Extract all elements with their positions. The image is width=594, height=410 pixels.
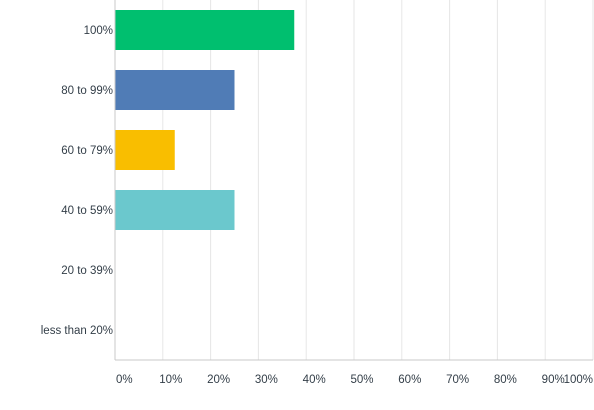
x-tick-label: 30% [255, 374, 278, 386]
x-tick-label: 0% [116, 374, 133, 386]
category-label: less than 20% [41, 325, 113, 337]
category-label: 100% [84, 25, 113, 37]
x-tick-label: 20% [207, 374, 230, 386]
x-tick-label: 70% [446, 374, 469, 386]
category-label: 20 to 39% [61, 265, 113, 277]
x-tick-labels: 0% 10% 20% 30% 40% 50% 60% 70% 80% 90%100% [116, 374, 593, 386]
category-labels: 100% 80 to 99% 60 to 79% 40 to 59% 20 to 39%… [41, 25, 113, 337]
x-tick-label: 80% [494, 374, 517, 386]
x-tick-label: 100% [564, 374, 593, 386]
category-label: 80 to 99% [61, 85, 113, 97]
x-tick-label: 10% [159, 374, 182, 386]
x-tick-label: 50% [350, 374, 373, 386]
bar [115, 10, 295, 50]
bar [115, 190, 235, 230]
x-tick-label: 90% [542, 374, 565, 386]
bar [115, 70, 235, 110]
category-label: 40 to 59% [61, 205, 113, 217]
gridlines [162, 0, 594, 360]
bars [115, 10, 295, 230]
bar [115, 130, 175, 170]
category-label: 60 to 79% [61, 145, 113, 157]
x-tick-label: 60% [398, 374, 421, 386]
x-tick-label: 40% [303, 374, 326, 386]
